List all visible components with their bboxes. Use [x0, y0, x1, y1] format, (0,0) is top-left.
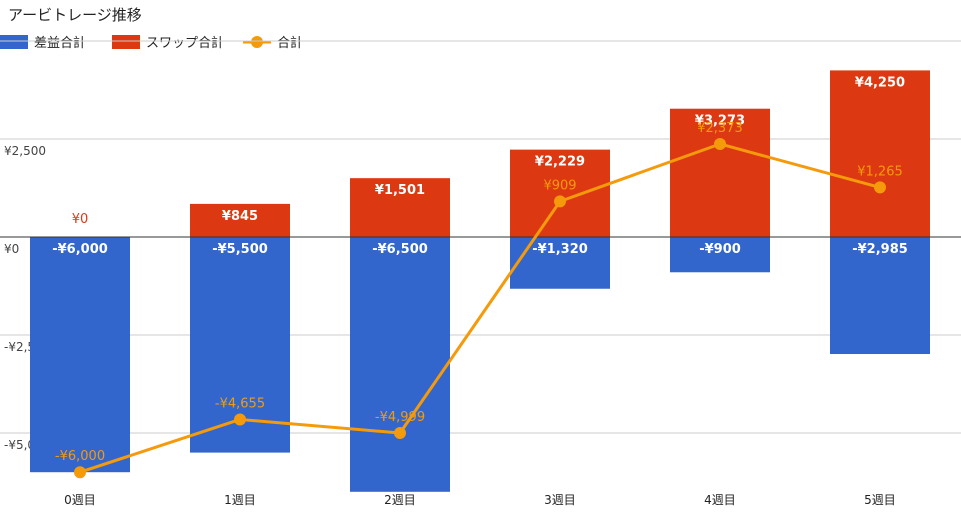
gridlines [0, 40, 961, 434]
chart-title: アービトレージ推移 [8, 6, 142, 24]
legend: 差益合計 スワップ合計 合計 [0, 35, 303, 51]
bar-value-label: -¥2,985 [852, 242, 908, 257]
x-axis-ticks: 0週目 1週目 2週目 3週目 4週目 5週目 [64, 493, 896, 507]
legend-label: 差益合計 [34, 35, 86, 51]
total-value-label: -¥4,655 [215, 396, 265, 411]
bar-swap [510, 149, 610, 237]
total-value-label: ¥2,373 [697, 121, 743, 136]
bar-value-label: -¥6,000 [52, 242, 108, 257]
bar-value-label: ¥0 [72, 212, 89, 227]
x-tick-label: 2週目 [384, 493, 416, 507]
total-point [714, 137, 726, 150]
x-tick-label: 1週目 [224, 493, 256, 507]
bar-swap [190, 203, 290, 237]
bar-value-label: ¥2,229 [535, 155, 585, 170]
legend-swatch [112, 35, 140, 49]
bar-diff [830, 237, 930, 355]
x-tick-label: 3週目 [544, 493, 576, 507]
bar-swap [670, 108, 770, 238]
total-value-label: -¥6,000 [55, 449, 105, 464]
bar-diff [350, 237, 450, 492]
y-tick-label: ¥0 [4, 242, 19, 256]
bar-value-label: -¥900 [699, 242, 741, 257]
bar-diff [510, 237, 610, 289]
bar-diff [670, 237, 770, 273]
bars [30, 70, 930, 492]
bar-value-label: -¥1,320 [532, 242, 588, 257]
y-tick-label: ¥2,500 [4, 144, 46, 158]
legend-label: 合計 [277, 35, 303, 51]
legend-swatch [0, 35, 28, 49]
bar-value-label: ¥1,501 [375, 183, 425, 198]
legend-label: スワップ合計 [146, 35, 224, 51]
x-tick-label: 0週目 [64, 493, 96, 507]
bar-labels: -¥6,000 ¥0 -¥6,000 -¥5,500 ¥845 -¥4,655 -¥6,50… [52, 75, 908, 464]
total-line [79, 142, 881, 474]
total-line-series [74, 137, 886, 479]
bar-value-label: ¥4,250 [855, 75, 905, 90]
total-value-label: ¥909 [543, 178, 576, 193]
total-point [234, 413, 246, 426]
bar-diff [30, 237, 130, 473]
x-tick-label: 5週目 [864, 493, 896, 507]
total-point [554, 195, 566, 208]
bar-value-label: -¥5,500 [212, 242, 268, 257]
bar-value-label: ¥3,273 [695, 114, 745, 129]
total-value-label: ¥1,265 [857, 164, 903, 179]
total-value-label: -¥4,999 [375, 410, 425, 425]
bar-value-label: -¥6,500 [372, 242, 428, 257]
bar-swap [350, 178, 450, 237]
total-point [74, 466, 86, 479]
bar-swap [830, 70, 930, 238]
total-point [394, 426, 406, 439]
bar-value-label: ¥845 [222, 209, 258, 224]
legend-marker [251, 36, 263, 48]
total-point [874, 181, 886, 194]
x-tick-label: 4週目 [704, 493, 736, 507]
